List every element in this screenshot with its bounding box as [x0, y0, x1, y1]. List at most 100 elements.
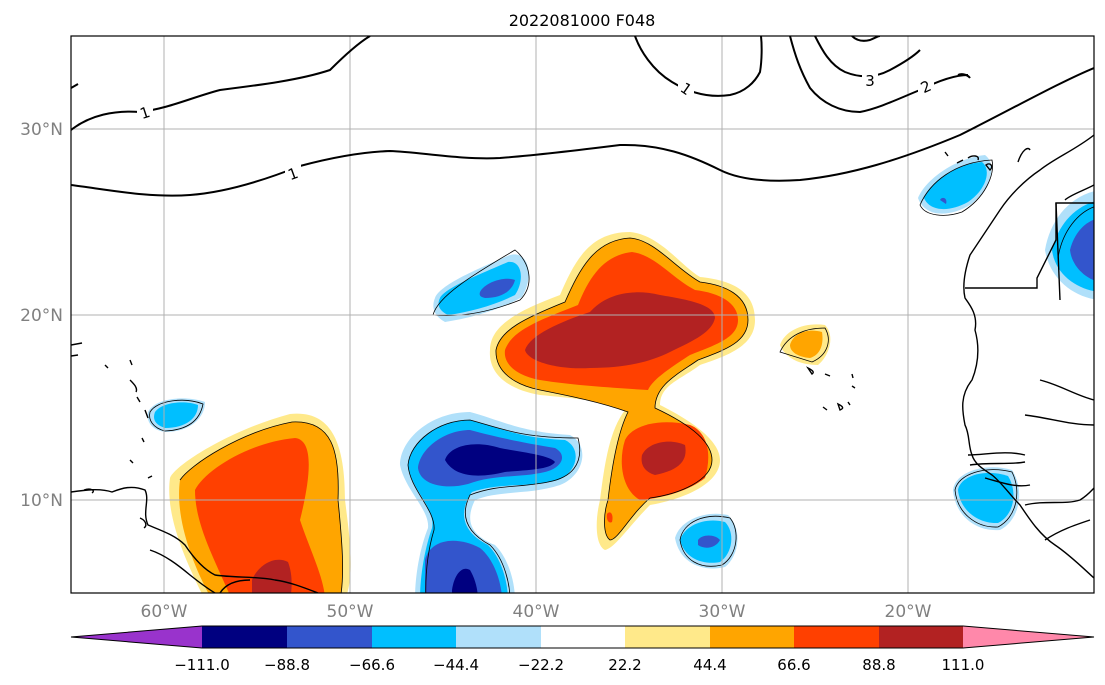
- map-frame: [70, 35, 1095, 594]
- y-tick-10n: 10°N: [20, 491, 63, 511]
- caribbean-island-b: [71, 354, 79, 357]
- negative-anomaly-navy-south-lower: [452, 568, 478, 593]
- y-axis-ticks: 30°N 20°N 10°N: [20, 120, 63, 511]
- cape-verde-island-g: [847, 401, 851, 406]
- negative-anomaly-blue-east: [1070, 219, 1094, 281]
- negative-anomaly-cyan-canaries: [924, 162, 987, 210]
- colorbar-segment: [287, 626, 372, 648]
- africa-west-coast: [962, 134, 1094, 579]
- isoline-lower: [71, 67, 1094, 197]
- guianas-border: [219, 579, 251, 593]
- colorbar-tick-label: 111.0: [942, 656, 985, 674]
- x-tick-60w: 60°W: [141, 602, 188, 622]
- morocco-border: [1064, 184, 1094, 201]
- isoline-top-2: [789, 36, 969, 114]
- negative-anomaly-blue-sw: [698, 535, 720, 548]
- positive-anomaly-red-spot: [606, 512, 613, 523]
- colorbar-tick-label: −88.8: [264, 656, 310, 674]
- cape-verde-island-b: [824, 373, 831, 377]
- x-tick-20w: 20°W: [885, 602, 932, 622]
- colorbar-segment: [541, 626, 625, 648]
- caribbean-island-f: [136, 396, 141, 403]
- colorbar-tick-label: −44.4: [433, 656, 479, 674]
- isoline-east-stub: [957, 73, 971, 79]
- canary-island-a: [944, 151, 949, 157]
- cape-verde-island-a: [805, 366, 814, 375]
- caribbean-island-a: [71, 342, 83, 346]
- colorbar-segment: [879, 626, 963, 648]
- cape-verde-island-e: [822, 406, 828, 411]
- canary-island-c: [967, 155, 979, 161]
- colorbar-tick-label: 66.6: [777, 656, 810, 674]
- colorbar: [70, 625, 1095, 649]
- negative-anomaly-cyan-north: [438, 261, 521, 315]
- western-sahara-border: [965, 202, 1094, 289]
- colorbar-segment: [372, 626, 456, 648]
- colorbar-extend-low: [71, 626, 202, 648]
- positive-anomaly-darkred-west: [252, 559, 292, 593]
- colorbar-tick-label: 88.8: [862, 656, 895, 674]
- colorbar-tick-label: −111.0: [174, 656, 230, 674]
- negative-anomaly-blue-north: [479, 278, 515, 298]
- mali-border: [1039, 379, 1094, 401]
- negative-anomaly-navy-south: [445, 444, 555, 476]
- canary-island-e: [1017, 147, 1031, 163]
- caribbean-island-i: [129, 459, 134, 464]
- mauritania-mali-border: [1055, 202, 1061, 301]
- colorbar-segment: [794, 626, 879, 648]
- negative-anomaly-blue-canaries: [940, 197, 947, 204]
- canary-island-d: [985, 163, 993, 172]
- south-america-coast: [71, 486, 319, 593]
- positive-anomaly-orange-small: [790, 330, 823, 358]
- x-tick-30w: 30°W: [699, 602, 746, 622]
- contour-labels: 1 1 1 3 2: [137, 70, 934, 184]
- colorbar-segment: [625, 626, 710, 648]
- grid-lines: [71, 36, 1094, 593]
- canary-island-b: [956, 159, 964, 164]
- x-tick-50w: 50°W: [327, 602, 374, 622]
- gambia-border: [969, 461, 1026, 466]
- positive-anomaly-red-west: [195, 438, 325, 593]
- senegal-border: [967, 452, 1026, 456]
- caribbean-island-e: [129, 379, 138, 393]
- venezuela-interior: [149, 549, 216, 593]
- y-tick-30n: 30°N: [20, 120, 63, 140]
- caribbean-island-d: [129, 359, 133, 366]
- isoline-top-1: [634, 36, 763, 97]
- sierra-leone-border: [1044, 519, 1091, 541]
- colorbar-ticks: −111.0 −88.8 −66.6 −44.4 −22.2 22.2 44.4…: [174, 656, 984, 674]
- isoline-west-stub: [71, 83, 79, 89]
- anomaly-field: [147, 155, 1094, 593]
- cape-verde-island-d: [851, 385, 856, 389]
- guinea-bissau-border: [984, 477, 1031, 487]
- colorbar-segment: [456, 626, 541, 648]
- anomaly-outlines: [149, 159, 1094, 593]
- colorbar-outline: [70, 625, 1095, 649]
- colorbar-tick-label: 44.4: [693, 656, 726, 674]
- y-tick-20n: 20°N: [20, 306, 63, 326]
- negative-anomaly-cyan-west: [154, 402, 198, 428]
- cape-verde-island-f: [836, 402, 844, 411]
- contour-label-3: 3: [865, 72, 875, 90]
- colorbar-segment: [202, 626, 287, 648]
- negative-anomaly-cyan-capeverde: [958, 472, 1014, 524]
- isoline-upper: [71, 36, 371, 131]
- caribbean-island-g: [144, 409, 149, 419]
- colorbar-segment: [710, 626, 794, 648]
- map-plot-area: 1 1 1 3 2: [71, 36, 1094, 593]
- caribbean-island-h: [141, 437, 145, 443]
- positive-anomaly-darkred-south: [641, 441, 686, 475]
- caribbean-island-l: [147, 475, 153, 479]
- positive-anomaly-darkred-central: [525, 292, 715, 369]
- colorbar-tick-label: −22.2: [518, 656, 564, 674]
- negative-anomaly-blue-south-lower: [425, 540, 502, 593]
- colorbar-tick-label: −66.6: [349, 656, 395, 674]
- coastlines: [71, 134, 1094, 593]
- cape-verde-island-c: [851, 373, 854, 379]
- caribbean-island-j: [83, 488, 94, 494]
- x-tick-40w: 40°W: [513, 602, 560, 622]
- caribbean-island-k: [139, 517, 147, 529]
- mali-senegal-border: [1024, 414, 1094, 426]
- figure-title: 2022081000 F048: [509, 11, 656, 30]
